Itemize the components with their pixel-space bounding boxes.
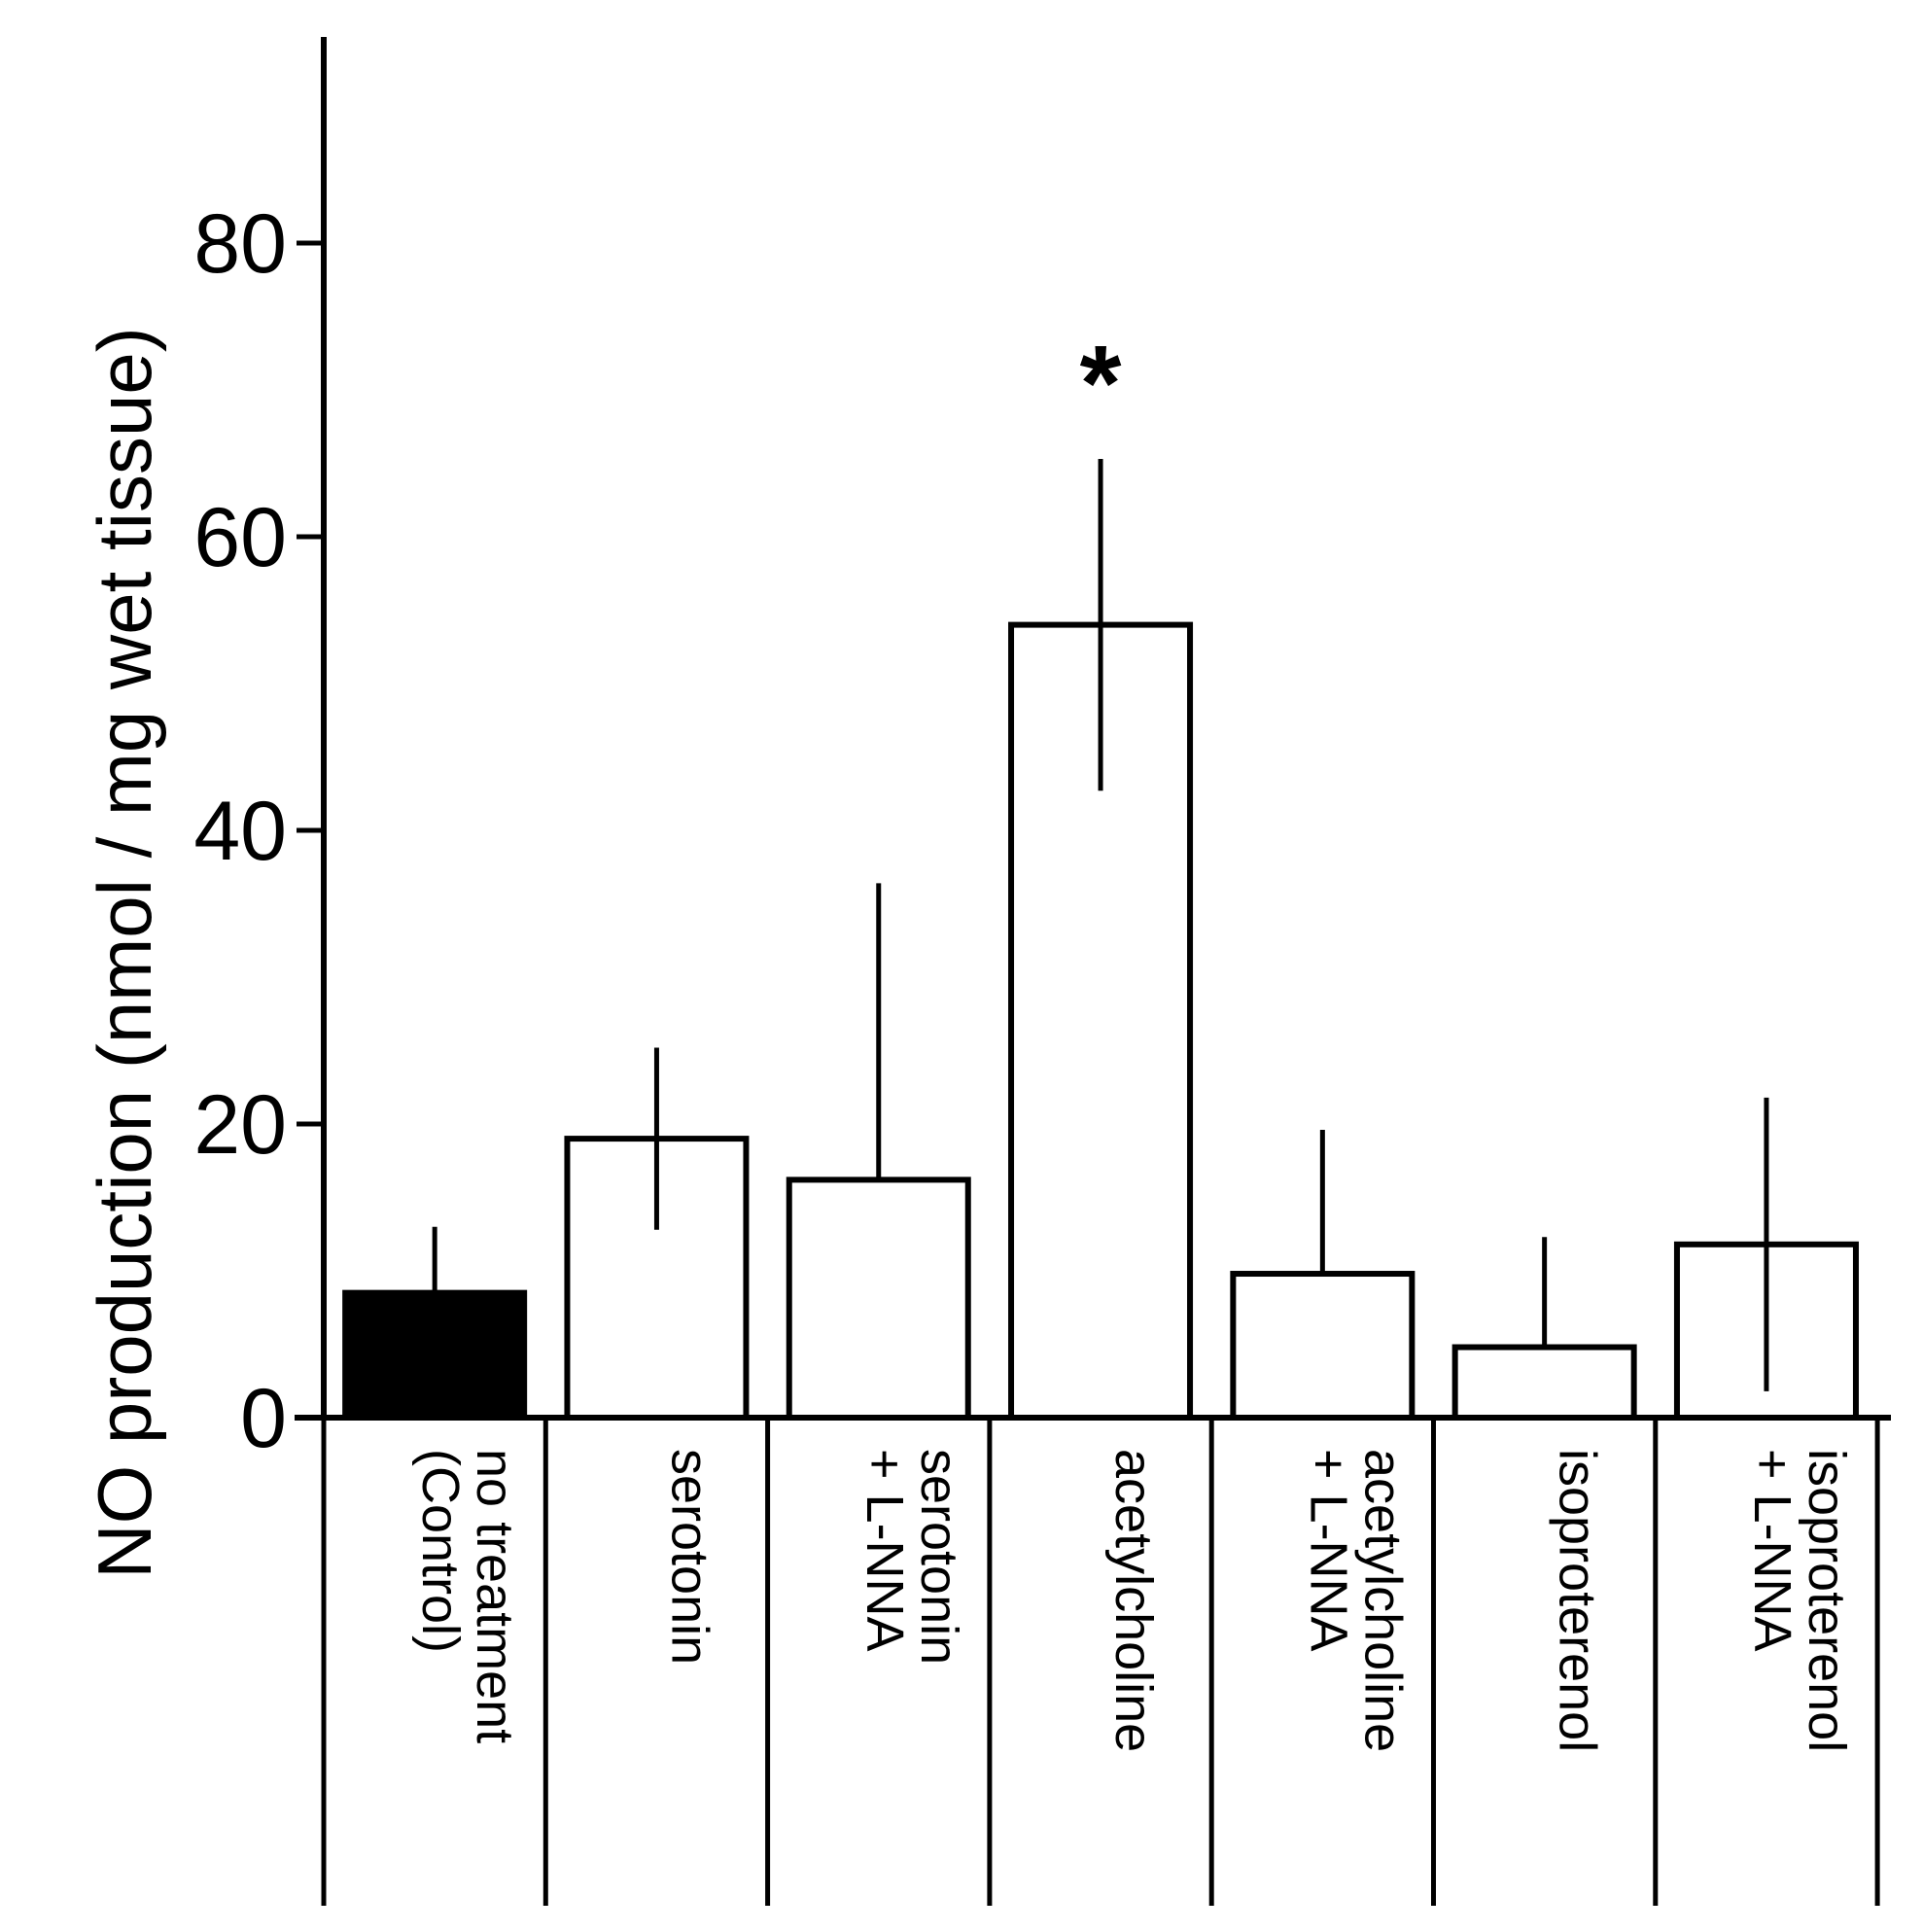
category-label-2-line-0: serotonin — [910, 1449, 968, 1665]
y-tick-label-40: 40 — [193, 785, 287, 878]
category-label-6-line-1: + L-NNA — [1743, 1449, 1801, 1652]
y-tick-label-20: 20 — [193, 1078, 287, 1172]
category-label-3-line-0: acetylcholine — [1104, 1449, 1163, 1752]
category-label-2-line-1: + L-NNA — [856, 1449, 914, 1652]
category-label-4-line-0: acetylcholine — [1353, 1449, 1412, 1752]
bar-5 — [1451, 1344, 1637, 1422]
bar-2 — [786, 1177, 971, 1421]
category-label-1-line-0: serotonin — [660, 1449, 718, 1665]
bars — [342, 621, 1859, 1422]
category-label-6-line-0: isoproterenol — [1798, 1449, 1856, 1752]
category-label-0-line-1: (Control) — [411, 1449, 470, 1653]
significance-marker-0: * — [1080, 324, 1122, 443]
category-label-0-line-0: no treatment — [466, 1449, 524, 1743]
y-axis-title: NO production (nmol / mg wet tissue) — [82, 327, 167, 1578]
axes: 0 20 40 60 80 NO production (nmol / mg wet ti… — [82, 37, 1891, 1906]
y-tick-label-80: 80 — [193, 197, 287, 291]
y-tick-label-60: 60 — [193, 491, 287, 584]
bar-4 — [1230, 1271, 1416, 1422]
labels: no treatment(Control) serotonin serotonin+… — [411, 324, 1856, 1752]
category-label-5-line-0: isoproterenol — [1549, 1449, 1607, 1752]
y-tick-label-0: 0 — [240, 1372, 287, 1465]
error-bars — [432, 458, 1769, 1391]
category-label-4-line-1: + L-NNA — [1299, 1449, 1357, 1652]
